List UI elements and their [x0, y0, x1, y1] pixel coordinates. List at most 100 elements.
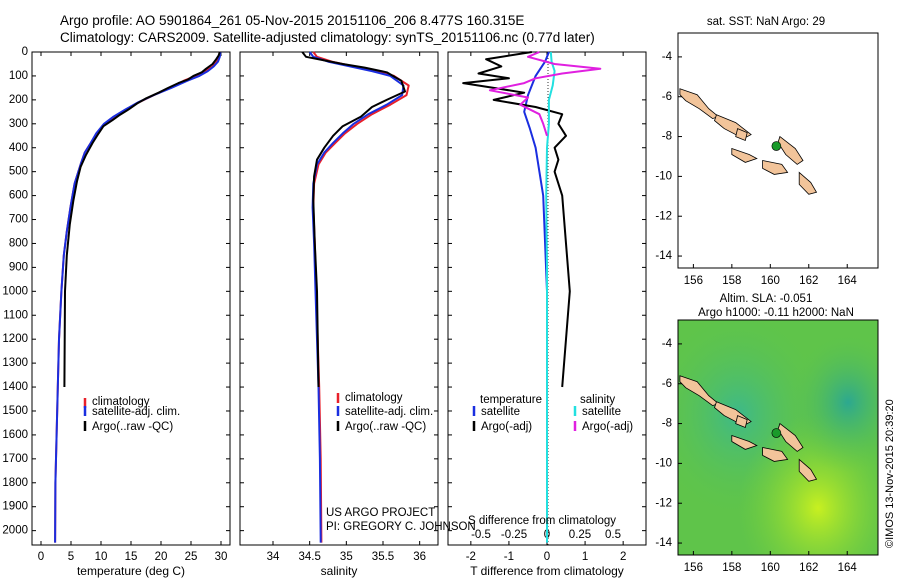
temperature-difference-label: T difference from climatology [470, 564, 624, 578]
legend-label-satellite: satellite-adj. clim. [345, 406, 433, 418]
header-line-1: Argo profile: AO 5901864_261 05-Nov-2015… [60, 13, 524, 28]
sla-map-subtitle: Argo h1000: -0.11 h2000: NaN [698, 307, 854, 319]
x-tick-label: 35 [340, 551, 353, 563]
difference-panel: -2 -1 0 1 2-0.5 -0.25 0 0.25 0.5 S difference fr… [447, 51, 647, 578]
series-line [312, 51, 410, 543]
x-tick-label: 30 [215, 551, 228, 563]
map-x-tick-label: 164 [838, 562, 858, 574]
y-tick-label: 700 [9, 214, 28, 226]
legend-title-temperature: temperature [480, 394, 542, 406]
island [762, 447, 789, 462]
s-tick-label: -0.25 [501, 529, 527, 541]
island [731, 434, 758, 450]
y-tick-label: 600 [9, 190, 28, 202]
difference-series [462, 51, 602, 543]
series-line [545, 51, 556, 543]
x-tick-label: 34.5 [298, 551, 320, 563]
s-tick-label: 0.25 [569, 529, 591, 541]
island [798, 171, 818, 195]
series-line [462, 51, 571, 388]
series-line [488, 51, 602, 137]
temperature-x-axis: 0 5 10 15 20 25 30 [38, 52, 228, 563]
y-tick-label: 400 [9, 142, 28, 154]
x-tick-label: 15 [125, 551, 138, 563]
legend-label-argo: Argo(..raw -QC) [92, 421, 173, 433]
map-y-tick-label: -4 [662, 338, 673, 350]
legend-label-s-argo: Argo(-adj) [582, 421, 633, 433]
salinity-series [301, 51, 410, 543]
map-x-tick-label: 162 [799, 275, 818, 287]
map-x-tick-label: 158 [722, 562, 741, 574]
x-tick-label: 2 [620, 551, 626, 563]
sla-map-title: Altim. SLA: -0.051 [720, 293, 813, 305]
map-y-tick-label: -8 [662, 418, 672, 430]
legend-label-climatology: climatology [345, 392, 403, 404]
map-y-tick-label: -6 [662, 91, 672, 103]
series-line [523, 51, 550, 543]
y-tick-label: 1900 [2, 501, 28, 513]
sst-map-coastline [679, 88, 818, 195]
y-tick-label: 1300 [2, 357, 28, 369]
y-tick-label: 800 [9, 237, 28, 249]
x-tick-label: 1 [582, 551, 588, 563]
map-y-tick-label: -6 [662, 378, 672, 390]
sla-map-panel: Altim. SLA: -0.051 Argo h1000: -0.11 h20… [655, 293, 879, 574]
x-tick-label: 10 [95, 551, 108, 563]
series-line [54, 51, 222, 543]
x-tick-label: 0 [544, 551, 550, 563]
map-x-tick-label: 160 [761, 562, 780, 574]
depth-axis: 0 100 200 300 400 500 600 700 800 900 1000 1100 1200… [2, 46, 646, 537]
island [762, 160, 789, 175]
map-x-tick-label: 164 [838, 275, 858, 287]
salinity-x-label: salinity [321, 564, 358, 578]
island [679, 88, 720, 120]
salinity-plot-frame [239, 51, 439, 546]
legend-label-t-satellite: satellite [481, 406, 520, 418]
x-tick-label: 34 [267, 551, 280, 563]
x-tick-label: 25 [185, 551, 198, 563]
difference-legend: temperature satellite Argo(-adj) salinit… [472, 394, 633, 433]
series-line [63, 51, 221, 388]
y-tick-label: 2000 [2, 525, 28, 537]
temperature-x-label: temperature (deg C) [77, 564, 185, 578]
island [679, 375, 720, 407]
island [735, 128, 748, 142]
y-tick-label: 100 [9, 70, 28, 82]
y-tick-label: 1200 [2, 333, 28, 345]
salinity-panel: 34 34.5 35 35.5 36 salinity climatology sate… [239, 51, 476, 578]
legend-label-satellite: satellite-adj. clim. [92, 406, 180, 418]
map-y-tick-label: -4 [662, 51, 673, 63]
float-position-marker [771, 141, 782, 151]
series-line [308, 51, 405, 543]
map-y-tick-label: -12 [655, 210, 672, 222]
salinity-x-axis: 34 34.5 35 35.5 36 [267, 52, 426, 563]
y-tick-label: 500 [9, 166, 28, 178]
y-tick-label: 1100 [3, 309, 28, 321]
x-tick-label: 36 [413, 551, 426, 563]
island [731, 147, 758, 163]
x-tick-label: -1 [504, 551, 514, 563]
project-label: US ARGO PROJECT [326, 507, 435, 519]
map-x-tick-label: 156 [684, 562, 703, 574]
temperature-series [54, 51, 222, 543]
y-tick-label: 1700 [2, 453, 28, 465]
pi-label: PI: GREGORY C. JOHNSON [326, 521, 476, 533]
map-y-tick-label: -14 [655, 250, 672, 262]
x-tick-label: 0 [38, 551, 44, 563]
map-y-tick-label: -10 [655, 170, 672, 182]
map-x-tick-label: 158 [722, 275, 741, 287]
y-tick-label: 200 [9, 94, 28, 106]
y-tick-label: 1400 [2, 381, 28, 393]
island [798, 458, 818, 482]
map-x-tick-label: 156 [684, 275, 703, 287]
y-tick-label: 1800 [2, 477, 28, 489]
legend-label-s-satellite: satellite [582, 406, 621, 418]
legend-label-argo: Argo(..raw -QC) [345, 421, 426, 433]
header-line-2: Climatology: CARS2009. Satellite-adjuste… [60, 30, 595, 45]
map-x-tick-label: 162 [799, 562, 818, 574]
x-tick-label: 35.5 [372, 551, 394, 563]
temperature-legend: climatology satellite-adj. clim. Argo(..… [83, 396, 180, 433]
salinity-legend: climatology satellite-adj. clim. Argo(..… [336, 392, 433, 433]
float-position-marker [771, 428, 782, 438]
